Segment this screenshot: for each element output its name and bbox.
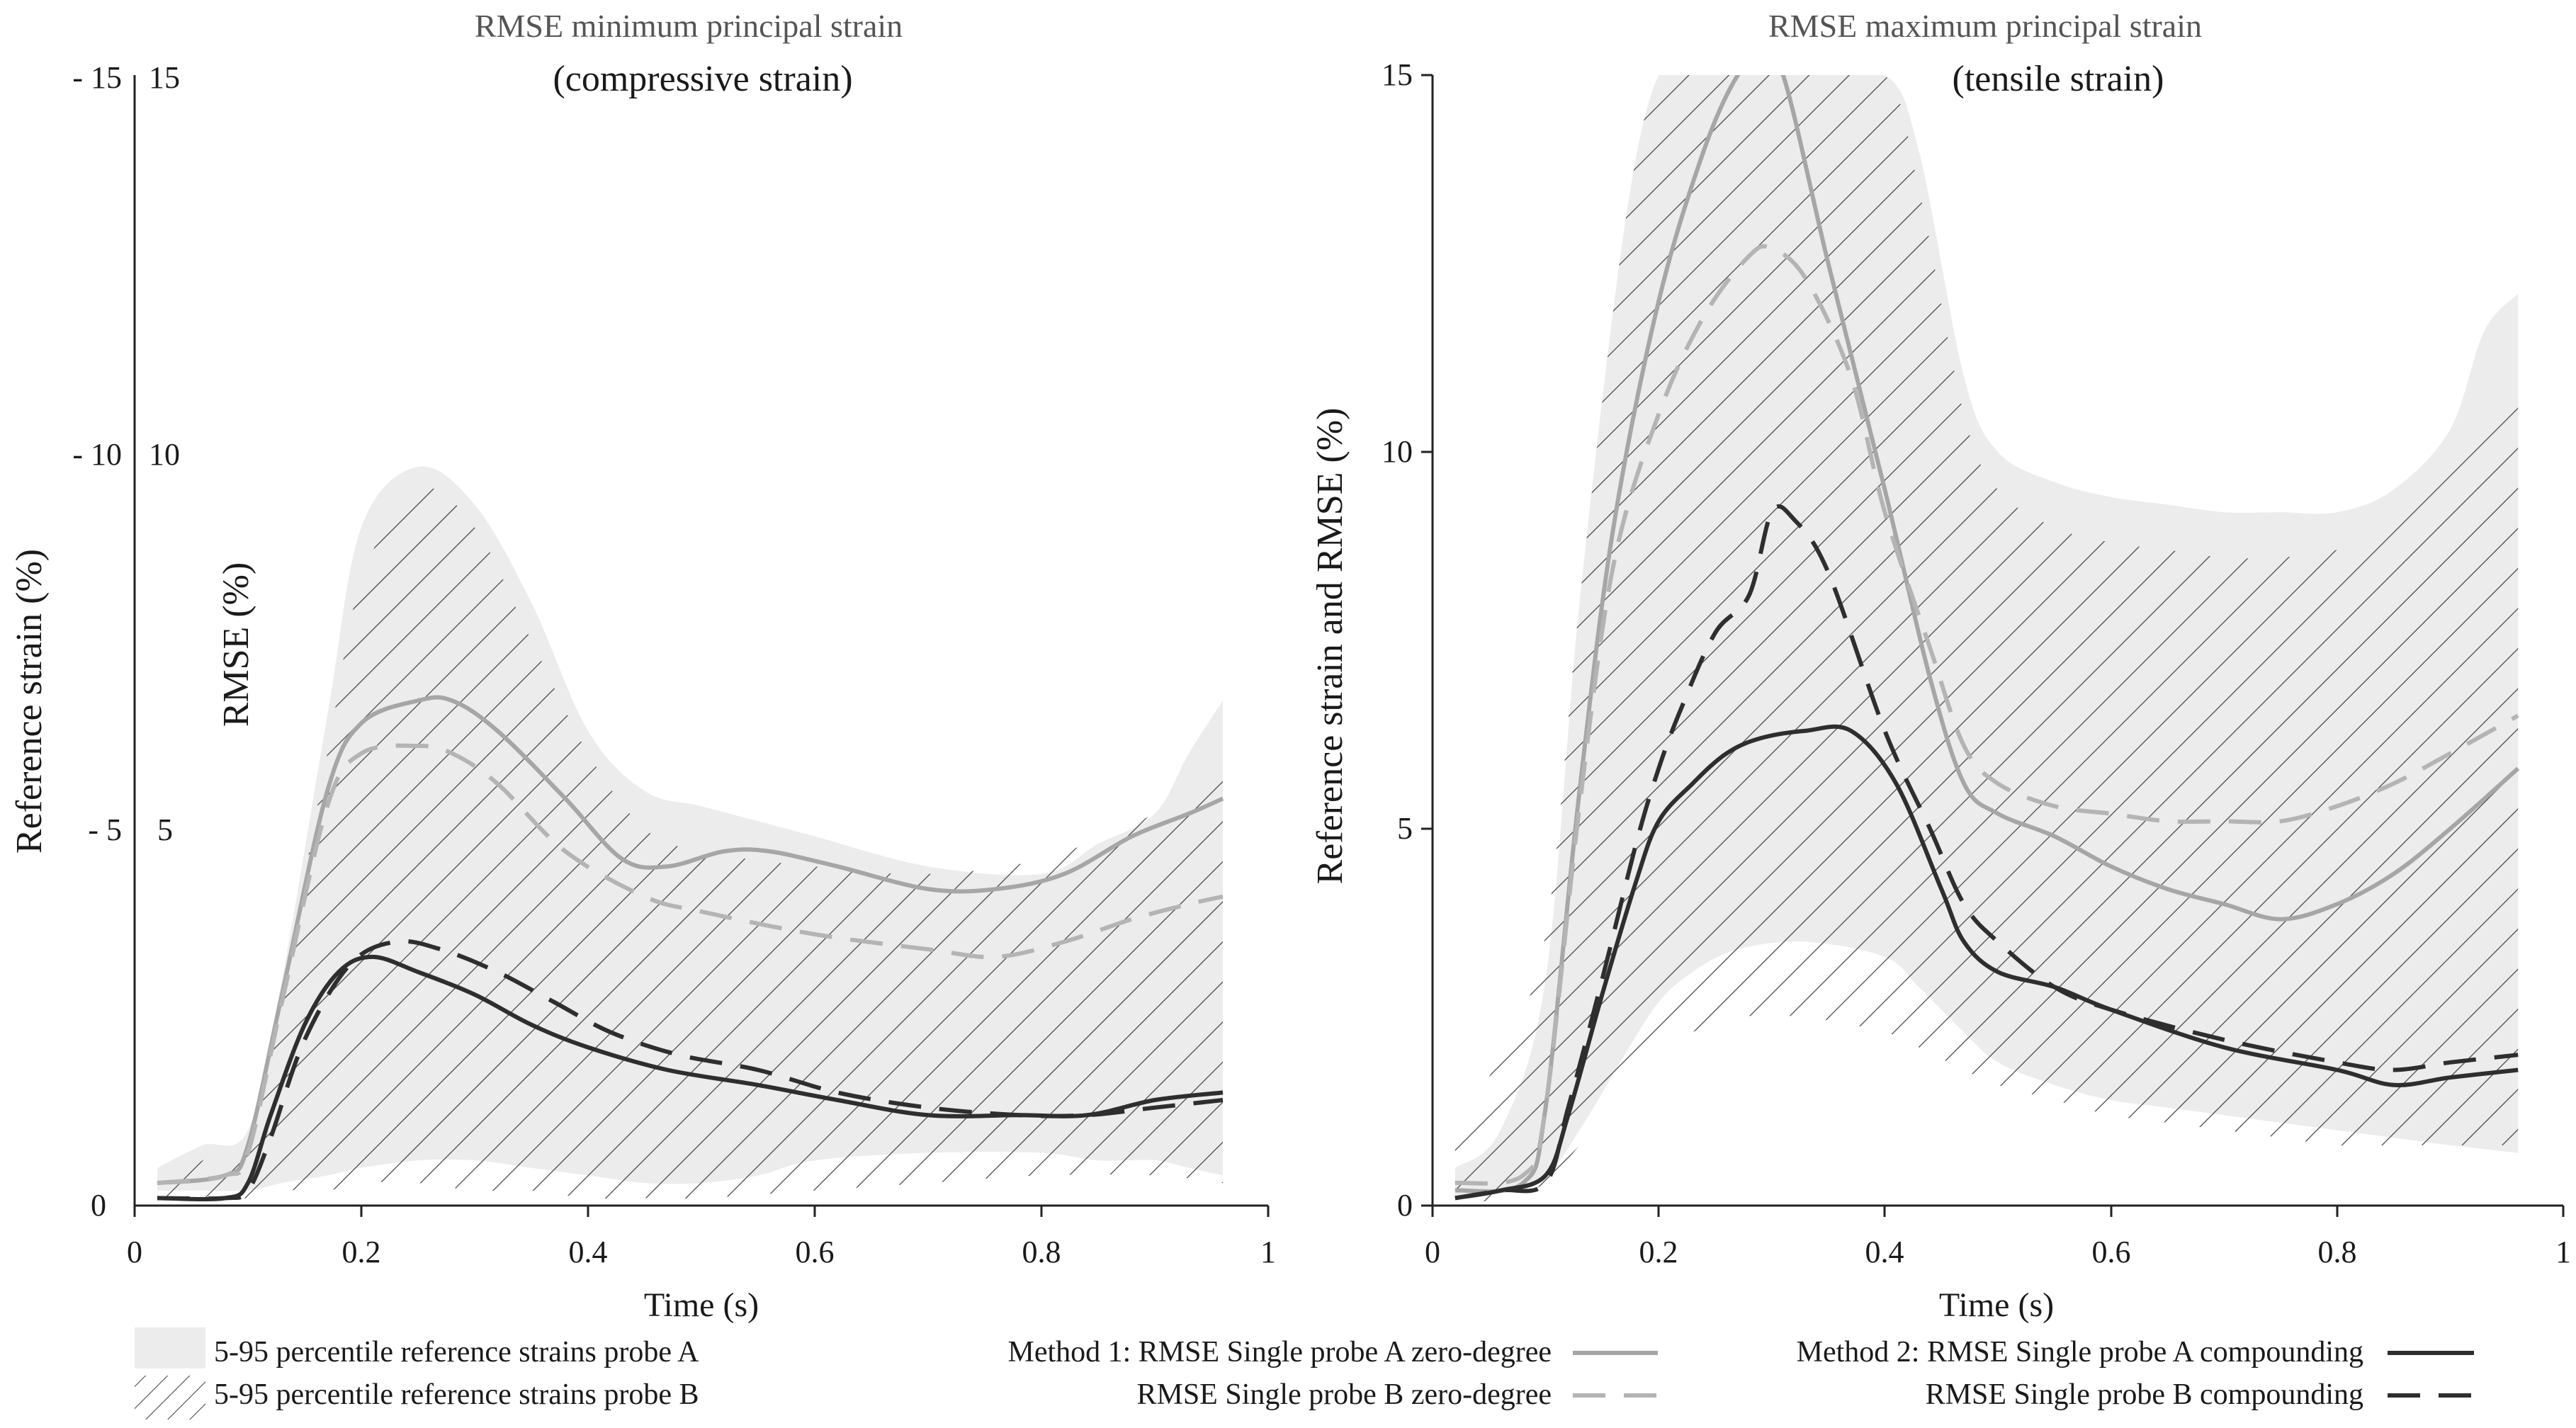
chart-right: 0 0.2 0.4 0.6 0.8 1 0 5 10 15 RMSE maxim… [1310,8,2571,1324]
left-bands [157,466,1223,1199]
left-x-tick-label-3: 0.6 [796,1235,835,1269]
right-y-tick-label-3: 15 [1382,57,1413,92]
right-series-m2-b [1454,504,2519,1201]
right-series-m1-b [1454,244,2519,1186]
right-y-axis-label: Reference strain and RMSE (%) [1310,408,1350,885]
right-x-tick-label-3: 0.6 [2092,1235,2131,1269]
left-y-ref-tick-label-2: - 10 [72,437,122,472]
left-y-tick-label-1: 5 [157,812,173,847]
left-x-tick-label-5: 1 [1260,1235,1276,1269]
legend-label-band-a: 5-95 percentile reference strains probe … [214,1336,699,1368]
right-band-b [1454,75,2519,1206]
right-x-tick-label-2: 0.4 [1865,1235,1904,1269]
right-series-m2-a [1454,724,2519,1201]
legend-label-band-b: 5-95 percentile reference strains probe … [214,1378,699,1411]
right-series-m1-a [1454,75,2520,1194]
right-x-tick-label-5: 1 [2555,1235,2571,1269]
left-y-ref-tick-label-3: - 15 [72,60,122,95]
right-y-tick-label-2: 10 [1382,434,1413,469]
right-x-tick-label-1: 0.2 [1639,1235,1678,1269]
right-x-tick-label-0: 0 [1425,1235,1440,1269]
left-y-ref-tick-label-1: - 5 [88,812,122,847]
left-chart-title: RMSE minimum principal strain [475,8,903,44]
right-x-axis-label: Time (s) [1939,1286,2054,1324]
left-series-m2-b [157,939,1224,1201]
left-chart-subtitle: (compressive strain) [553,59,852,99]
left-y-tick-label-3: 15 [149,60,180,95]
left-band-b [157,487,1223,1199]
right-bands [1454,75,2519,1206]
left-x-tick-label-2: 0.4 [569,1235,608,1269]
left-x-tick-label-1: 0.2 [342,1235,381,1269]
left-y-tick-label-0: 0 [91,1188,106,1223]
left-x-axis-label: Time (s) [644,1286,759,1324]
left-lines [157,695,1224,1201]
legend-swatch-band-a [135,1327,205,1368]
right-chart-subtitle: (tensile strain) [1953,59,2164,99]
legend-label-m2-a: Method 2: RMSE Single probe A compoundin… [1797,1336,2363,1368]
right-x-tick-label-4: 0.8 [2318,1235,2357,1269]
right-y-tick-label-0: 0 [1397,1188,1413,1223]
chart-left: 0 0.2 0.4 0.6 0.8 1 0 5 10 15 - 5 - 10 -… [9,8,1276,1324]
right-lines [1454,75,2520,1201]
legend-label-m2-b: RMSE Single probe B compounding [1926,1378,2363,1411]
legend: 5-95 percentile reference strains probe … [135,1327,2487,1420]
legend-swatch-band-b [135,1376,205,1420]
left-y-axis-label-secondary: RMSE (%) [216,562,256,727]
left-y-tick-label-2: 10 [149,437,180,472]
legend-label-m1-a: Method 1: RMSE Single probe A zero-degre… [1007,1336,1552,1368]
left-y-axis-label: Reference strain (%) [9,549,50,854]
legend-label-m1-b: RMSE Single probe B zero-degree [1136,1378,1552,1411]
right-y-tick-label-1: 5 [1397,811,1413,846]
left-x-tick-label-4: 0.8 [1022,1235,1061,1269]
left-x-tick-label-0: 0 [127,1235,142,1269]
right-chart-title: RMSE maximum principal strain [1768,8,2202,44]
